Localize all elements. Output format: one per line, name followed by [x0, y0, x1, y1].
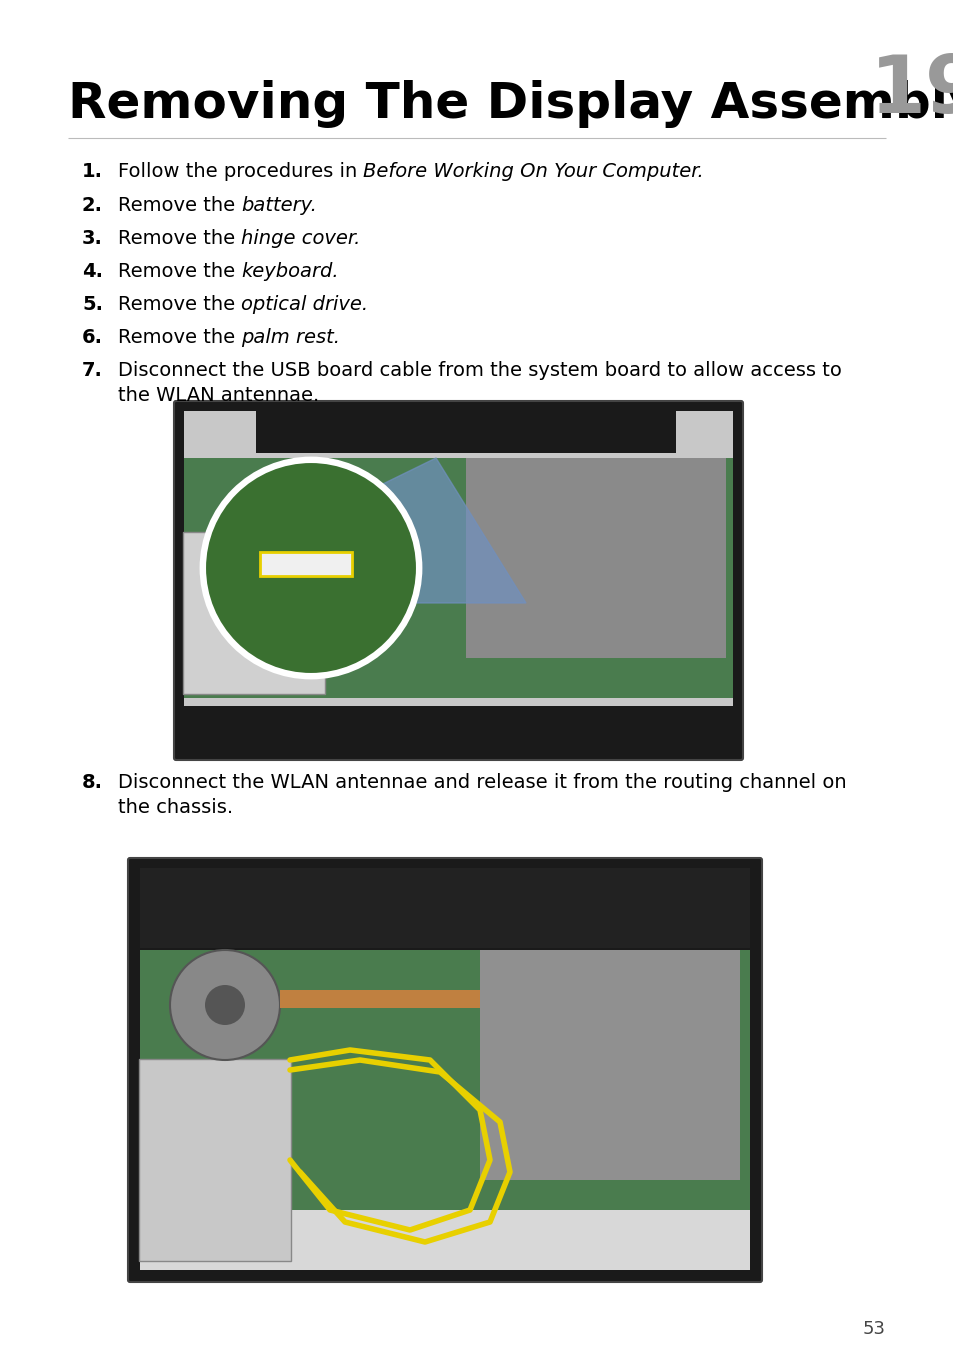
Text: Removing The Display Assembly: Removing The Display Assembly: [68, 81, 953, 128]
Text: keyboard.: keyboard.: [241, 262, 338, 281]
Circle shape: [205, 985, 245, 1024]
FancyBboxPatch shape: [184, 411, 732, 706]
FancyBboxPatch shape: [140, 867, 749, 948]
FancyBboxPatch shape: [465, 458, 725, 658]
Text: 1.: 1.: [82, 163, 103, 182]
FancyBboxPatch shape: [140, 949, 749, 1270]
Text: 3.: 3.: [82, 229, 103, 249]
Text: battery.: battery.: [241, 195, 317, 214]
Circle shape: [201, 458, 420, 678]
Text: optical drive.: optical drive.: [241, 295, 368, 314]
Text: Remove the: Remove the: [118, 328, 241, 347]
Circle shape: [170, 949, 280, 1060]
Text: Before Working On Your Computer.: Before Working On Your Computer.: [363, 163, 703, 182]
FancyBboxPatch shape: [184, 458, 732, 698]
Text: Remove the: Remove the: [118, 195, 241, 214]
FancyBboxPatch shape: [479, 949, 740, 1180]
Text: Disconnect the USB board cable from the system board to allow access to
the WLAN: Disconnect the USB board cable from the …: [118, 361, 841, 404]
Text: Remove the: Remove the: [118, 229, 241, 249]
Text: 5.: 5.: [82, 295, 103, 314]
Polygon shape: [344, 458, 525, 602]
Text: palm rest.: palm rest.: [241, 328, 340, 347]
Text: hinge cover.: hinge cover.: [241, 229, 360, 249]
Text: Disconnect the WLAN antennae and release it from the routing channel on
the chas: Disconnect the WLAN antennae and release…: [118, 773, 845, 817]
Text: Remove the: Remove the: [118, 295, 241, 314]
FancyBboxPatch shape: [139, 1059, 291, 1261]
FancyBboxPatch shape: [280, 990, 679, 1008]
FancyBboxPatch shape: [183, 531, 325, 694]
FancyBboxPatch shape: [128, 858, 761, 1283]
Text: 6.: 6.: [82, 328, 103, 347]
FancyBboxPatch shape: [260, 552, 352, 576]
Text: 8.: 8.: [82, 773, 103, 792]
Text: 2.: 2.: [82, 195, 103, 214]
Circle shape: [205, 462, 416, 673]
Text: Remove the: Remove the: [118, 262, 241, 281]
Text: 19: 19: [869, 52, 953, 130]
FancyBboxPatch shape: [140, 949, 749, 1210]
FancyBboxPatch shape: [173, 402, 742, 759]
Text: Follow the procedures in: Follow the procedures in: [118, 163, 363, 182]
Text: 7.: 7.: [82, 361, 103, 380]
FancyBboxPatch shape: [255, 403, 676, 454]
Text: 53: 53: [862, 1320, 885, 1339]
Text: 4.: 4.: [82, 262, 103, 281]
